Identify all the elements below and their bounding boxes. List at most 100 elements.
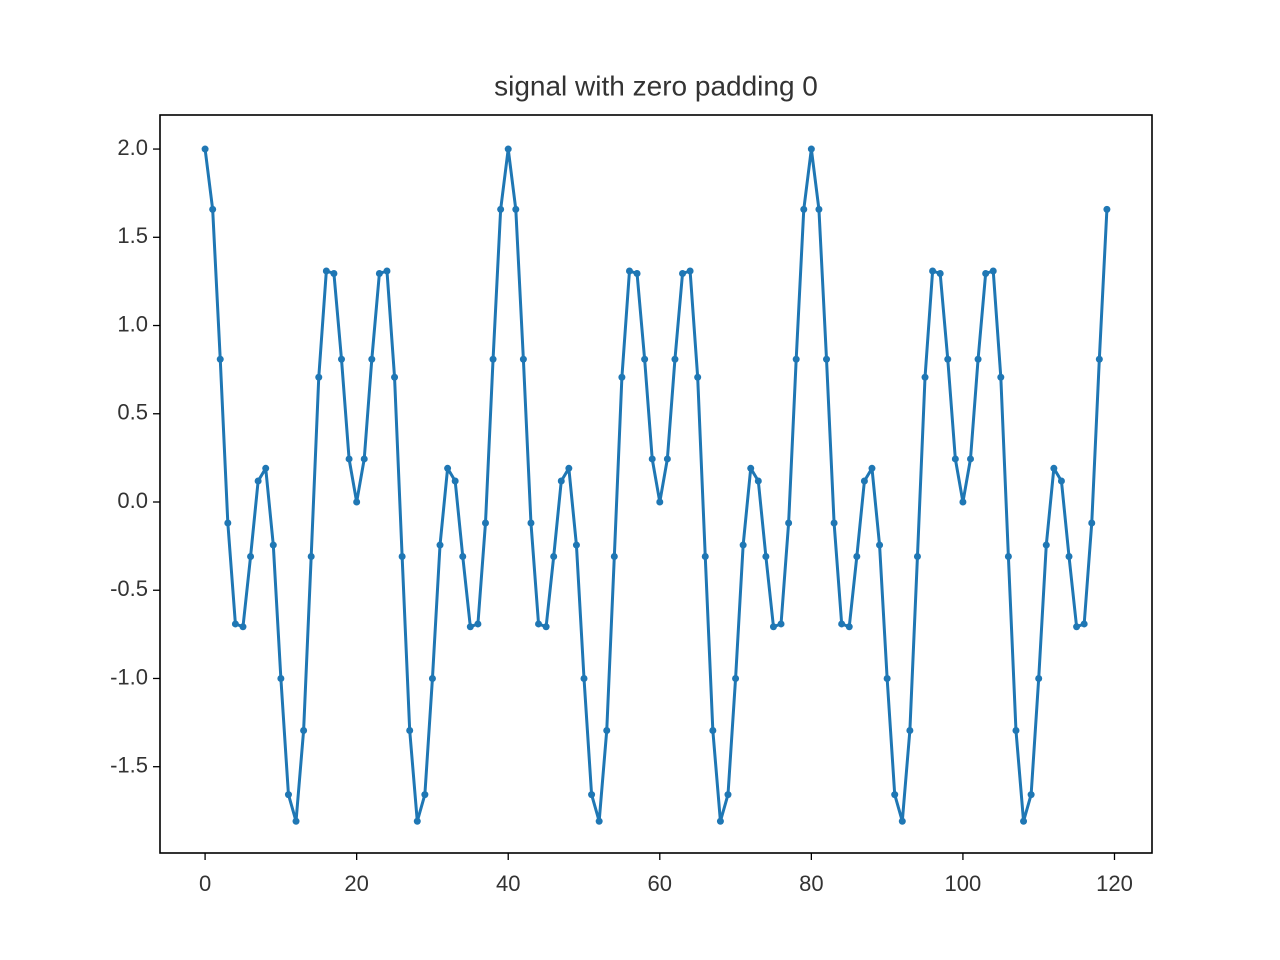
y-tick-label: 0.0 — [117, 488, 148, 513]
point — [519, 355, 527, 363]
x-tick-label: 100 — [945, 871, 982, 896]
point — [466, 623, 474, 631]
point — [898, 817, 906, 825]
point — [853, 553, 861, 561]
point — [489, 355, 497, 363]
point — [739, 541, 747, 549]
point — [269, 541, 277, 549]
point — [777, 620, 785, 628]
point — [966, 455, 974, 463]
point — [769, 623, 777, 631]
point — [671, 355, 679, 363]
point — [762, 553, 770, 561]
plot-frame — [159, 114, 1153, 854]
point — [292, 817, 300, 825]
point — [1035, 674, 1043, 682]
point — [1088, 519, 1096, 527]
point — [1042, 541, 1050, 549]
point — [830, 519, 838, 527]
point — [663, 455, 671, 463]
point — [989, 267, 997, 275]
point — [481, 519, 489, 527]
point — [535, 620, 543, 628]
point — [497, 205, 505, 213]
point — [1020, 817, 1028, 825]
point — [724, 791, 732, 799]
point — [610, 553, 618, 561]
point — [368, 355, 376, 363]
point — [572, 541, 580, 549]
point — [618, 373, 626, 381]
point — [383, 267, 391, 275]
point — [845, 623, 853, 631]
point — [891, 791, 899, 799]
point — [807, 145, 815, 153]
point — [474, 620, 482, 628]
chart-title: signal with zero padding 0 — [494, 70, 818, 101]
point — [694, 373, 702, 381]
point — [906, 727, 914, 735]
x-tick-label: 0 — [199, 871, 211, 896]
point — [868, 464, 876, 472]
point — [512, 205, 520, 213]
point — [254, 477, 262, 485]
point — [550, 553, 558, 561]
point — [307, 553, 315, 561]
x-tick-label: 40 — [496, 871, 520, 896]
point — [224, 519, 232, 527]
y-tick-label: -1.0 — [110, 664, 148, 689]
y-tick-label: 1.5 — [117, 223, 148, 248]
point — [679, 269, 687, 277]
point — [625, 267, 633, 275]
point — [216, 355, 224, 363]
point — [1080, 620, 1088, 628]
y-tick-label: 2.0 — [117, 135, 148, 160]
point — [398, 553, 406, 561]
point — [1050, 464, 1058, 472]
point — [588, 791, 596, 799]
point — [542, 623, 550, 631]
y-tick-label: 0.5 — [117, 400, 148, 425]
point — [648, 455, 656, 463]
point — [1103, 205, 1111, 213]
point — [277, 674, 285, 682]
point — [815, 205, 823, 213]
point — [330, 269, 338, 277]
point — [247, 553, 255, 561]
point — [451, 477, 459, 485]
point — [716, 817, 724, 825]
point — [1073, 623, 1081, 631]
point — [284, 791, 292, 799]
point — [262, 464, 270, 472]
point — [747, 464, 755, 472]
point — [353, 498, 361, 506]
point — [951, 455, 959, 463]
point — [315, 373, 323, 381]
point — [239, 623, 247, 631]
point — [201, 145, 209, 153]
point — [709, 727, 717, 735]
point — [565, 464, 573, 472]
point — [1004, 553, 1012, 561]
x-tick-label: 120 — [1096, 871, 1133, 896]
point — [838, 620, 846, 628]
point — [1095, 355, 1103, 363]
point — [504, 145, 512, 153]
point — [1057, 477, 1065, 485]
point — [527, 519, 535, 527]
point — [345, 455, 353, 463]
point — [209, 205, 217, 213]
point — [580, 674, 588, 682]
point — [1027, 791, 1035, 799]
point — [876, 541, 884, 549]
point — [997, 373, 1005, 381]
y-tick-label: -0.5 — [110, 576, 148, 601]
point — [754, 477, 762, 485]
point — [656, 498, 664, 506]
point — [413, 817, 421, 825]
point — [792, 355, 800, 363]
point — [732, 674, 740, 682]
x-tick-label: 20 — [344, 871, 368, 896]
point — [360, 455, 368, 463]
point — [686, 267, 694, 275]
